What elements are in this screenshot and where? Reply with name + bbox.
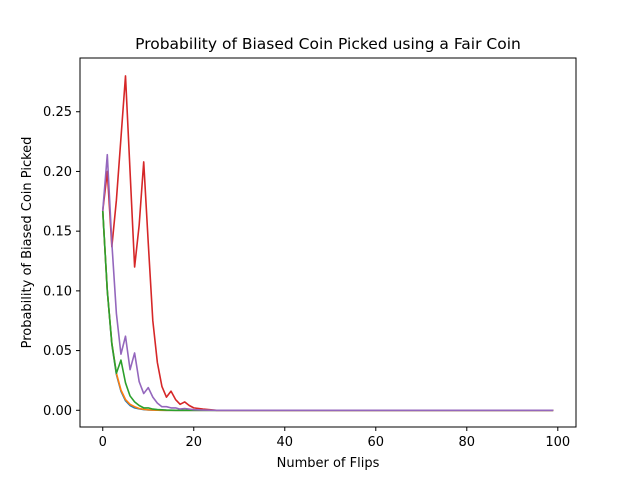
y-tick-label: 0.15: [43, 225, 72, 240]
x-tick-label: 100: [545, 435, 570, 450]
y-tick-label: 0.25: [43, 105, 72, 120]
series-line-3: [101, 210, 554, 412]
y-axis-label: Probability of Biased Coin Picked: [20, 137, 35, 349]
y-tick-label: 0.00: [43, 404, 72, 419]
y-tick-label: 0.20: [43, 165, 72, 180]
plot-frame: [79, 57, 577, 428]
x-tick-label: 0: [99, 435, 107, 450]
x-tick-label: 60: [368, 435, 385, 450]
x-axis-label: Number of Flips: [277, 456, 380, 471]
y-tick-label: 0.05: [43, 344, 72, 359]
series-layer: [101, 75, 554, 412]
y-tick-label: 0.10: [43, 284, 72, 299]
series-line-5: [101, 153, 554, 412]
chart-title: Probability of Biased Coin Picked using …: [135, 35, 521, 53]
x-tick-label: 40: [276, 435, 293, 450]
x-axis: 0 20 40 60 80 100: [99, 427, 570, 450]
x-tick-label: 80: [459, 435, 476, 450]
x-tick-label: 20: [185, 435, 202, 450]
y-axis: 0.00 0.05 0.10 0.15 0.20 0.25: [43, 105, 80, 419]
series-line-4: [101, 75, 554, 412]
